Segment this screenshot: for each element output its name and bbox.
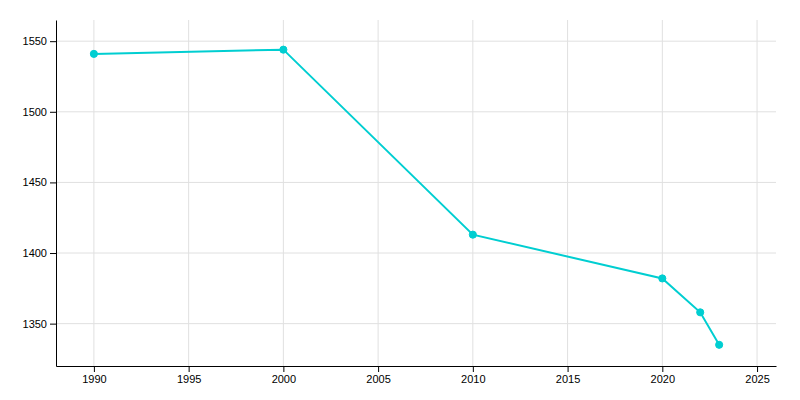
x-tick-label: 2010 [461, 373, 485, 385]
x-tick: 2020 [651, 366, 675, 385]
y-tick: 1550 [23, 35, 56, 47]
x-grid-line [472, 20, 473, 366]
x-tick-mark [378, 366, 379, 372]
x-tick-mark [94, 366, 95, 372]
x-tick-mark [662, 366, 663, 372]
y-grid-line [56, 253, 776, 254]
x-tick-label: 2000 [272, 373, 296, 385]
x-tick: 2010 [461, 366, 485, 385]
marks [90, 46, 722, 348]
y-grid-line [56, 41, 776, 42]
x-grid-line [283, 20, 284, 366]
x-tick-mark [568, 366, 569, 372]
x-tick: 2015 [556, 366, 580, 385]
x-tick: 2025 [745, 366, 769, 385]
data-point [90, 50, 97, 57]
y-tick-label: 1450 [23, 176, 47, 188]
y-tick-label: 1350 [23, 318, 47, 330]
x-grid-line [93, 20, 94, 366]
y-tick-mark [50, 182, 56, 183]
x-tick: 1995 [177, 366, 201, 385]
x-tick-mark [473, 366, 474, 372]
x-grid-line [662, 20, 663, 366]
x-tick-mark [189, 366, 190, 372]
x-tick: 2000 [272, 366, 296, 385]
x-tick-mark [283, 366, 284, 372]
y-tick-label: 1550 [23, 35, 47, 47]
data-point [280, 46, 287, 53]
y-axis-line [56, 21, 57, 367]
x-tick: 2005 [366, 366, 390, 385]
y-grid-line [56, 182, 776, 183]
data-point [697, 309, 704, 316]
data-line [94, 50, 719, 345]
x-grid-line [567, 20, 568, 366]
x-tick-label: 2015 [556, 373, 580, 385]
x-tick-label: 2025 [745, 373, 769, 385]
y-tick: 1350 [23, 318, 56, 330]
x-axis: 1990 1995 2000 2005 2010 2015 2020 2025 [57, 366, 777, 385]
y-tick-mark [50, 41, 56, 42]
y-grid-line [56, 323, 776, 324]
y-tick: 1500 [23, 106, 56, 118]
plot-area: 1990 1995 2000 2005 2010 2015 2020 2025 1350 1400… [23, 20, 777, 385]
y-tick-label: 1500 [23, 106, 47, 118]
chart-container: 1990 1995 2000 2005 2010 2015 2020 2025 1350 1400… [0, 0, 800, 400]
x-grid-line [757, 20, 758, 366]
y-axis: 1350 1400 1450 1500 1550 [23, 21, 57, 367]
y-tick-mark [50, 112, 56, 113]
x-tick: 1990 [82, 366, 106, 385]
data-point [659, 275, 666, 282]
data-point [716, 341, 723, 348]
y-grid-line [56, 111, 776, 112]
data-point [469, 231, 476, 238]
x-tick-label: 2020 [651, 373, 675, 385]
y-tick-mark [50, 253, 56, 254]
x-tick-label: 1990 [82, 373, 106, 385]
x-grid-line [378, 20, 379, 366]
x-tick-mark [757, 366, 758, 372]
y-tick-label: 1400 [23, 247, 47, 259]
chart-svg: 1990 1995 2000 2005 2010 2015 2020 2025 1350 1400… [0, 0, 800, 400]
y-tick: 1400 [23, 247, 56, 259]
x-axis-line [57, 366, 777, 367]
x-tick-label: 2005 [366, 373, 390, 385]
x-tick-label: 1995 [177, 373, 201, 385]
grid [56, 20, 776, 366]
y-tick-mark [50, 324, 56, 325]
y-tick: 1450 [23, 176, 56, 188]
x-grid-line [188, 20, 189, 366]
